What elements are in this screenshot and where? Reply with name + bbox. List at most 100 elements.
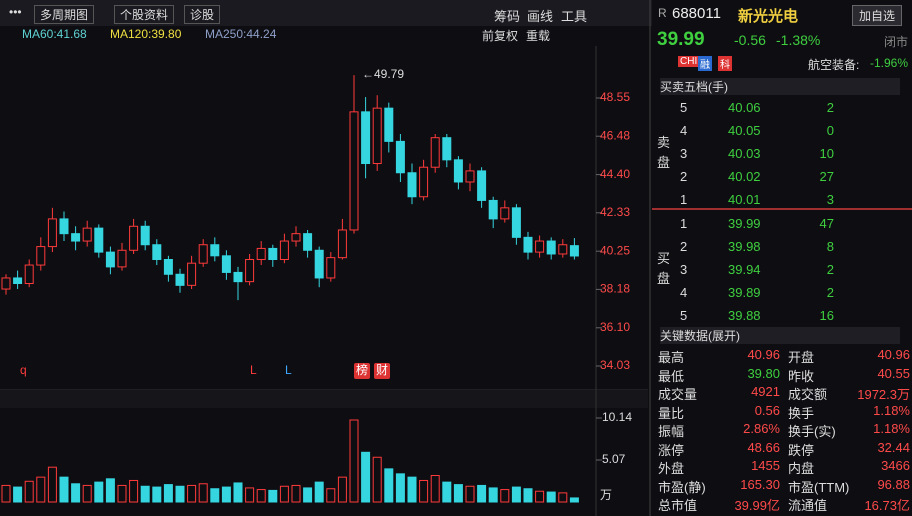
level-price: 40.03 [728, 146, 761, 161]
candle-body [535, 240, 545, 253]
key-label: 外盘 [658, 461, 685, 476]
vol-tick-label: 10.14 [602, 410, 632, 424]
volume-bar [268, 489, 278, 503]
volume-bar [523, 488, 533, 503]
candle-body [268, 247, 278, 261]
pct: -1.38% [776, 32, 821, 48]
volume-bar [279, 485, 289, 503]
candle-body [326, 257, 336, 279]
y-tick-label: 34.03 [600, 358, 630, 372]
candle-body [163, 259, 173, 275]
key-label: 昨收 [788, 368, 815, 384]
key-value: 39.99亿 [734, 498, 780, 513]
level-volume: 0 [826, 123, 834, 138]
toolbar-button[interactable]: 画线 [527, 9, 554, 24]
toolbar-button[interactable]: 筹码 [494, 9, 521, 24]
level: 2 [680, 169, 688, 184]
marker: q [20, 363, 27, 377]
key-value: 40.55 [877, 365, 910, 381]
key-value: 1.18% [873, 421, 910, 436]
y-tick-label: 38.18 [600, 282, 630, 296]
marker: 财 [376, 363, 388, 377]
volume-bar [395, 473, 405, 503]
candle-body [453, 159, 463, 183]
change: -0.56 [734, 32, 766, 48]
candle-body [47, 218, 57, 248]
candle-body [395, 140, 405, 174]
candle-body [407, 172, 417, 198]
volume-bar [558, 492, 568, 503]
candle-body [546, 240, 556, 255]
key-label: 市盈(TTM) [788, 479, 850, 495]
marker-box [374, 363, 390, 379]
key-value: 40.96 [877, 347, 910, 362]
volume-bar [569, 497, 579, 503]
volume-bar [13, 486, 23, 503]
key-value: 165.30 [740, 476, 780, 492]
candle-body [303, 233, 313, 251]
candle-body [105, 251, 115, 268]
key-label: 换手 [788, 405, 815, 421]
toolbar-button[interactable]: ••• [9, 5, 22, 19]
volume-bar [175, 485, 185, 503]
key-label: 最高 [658, 350, 685, 365]
candle-body [372, 107, 382, 165]
candle-body [59, 218, 69, 235]
key-value: 39.80 [747, 365, 780, 381]
marker: L [285, 363, 292, 377]
volume-bar [511, 486, 521, 503]
y-tick-label: 46.48 [600, 128, 630, 142]
candle-body [82, 227, 92, 242]
candle-body [488, 199, 498, 220]
key-value: 0.56 [754, 402, 780, 418]
ma-legend: MA120:39.80 [110, 27, 182, 41]
level: 4 [680, 123, 688, 138]
key-value: 48.66 [747, 439, 780, 455]
candle-body [291, 233, 301, 242]
chart-tool[interactable]: 重载 [526, 29, 551, 43]
toolbar-button[interactable]: 多周期图 [34, 5, 95, 24]
toolbar-button[interactable]: 个股资料 [114, 5, 175, 24]
candle-body [129, 225, 139, 251]
add-watch[interactable]: 加自选 [852, 5, 903, 26]
volume-bar [419, 479, 429, 503]
level: 2 [680, 239, 688, 254]
stock-code: 688011 [672, 5, 721, 22]
candle-body [442, 137, 452, 161]
volume-bar [361, 451, 371, 503]
volume-bar [221, 486, 231, 503]
key-label: 量比 [658, 405, 685, 421]
key-value: 1.18% [873, 402, 910, 418]
level-price: 39.88 [728, 308, 761, 323]
volume-bar [384, 468, 394, 503]
toolbar-button[interactable]: 诊股 [184, 5, 221, 24]
candle-body [36, 246, 46, 266]
volume-bar [500, 489, 510, 503]
level-price: 39.98 [728, 239, 761, 254]
y-tick-label: 44.40 [600, 167, 630, 181]
volume-bar [326, 488, 336, 503]
level-volume: 2 [826, 285, 834, 300]
volume-bar [256, 489, 266, 503]
chart-tool[interactable]: 前复权 [482, 29, 519, 43]
volume-bar [546, 491, 556, 503]
key-value: 1455 [751, 458, 780, 473]
candle-body [337, 229, 347, 259]
toolbar-button[interactable]: 工具 [561, 9, 588, 24]
candle-body [361, 111, 371, 165]
badge: 融 [698, 56, 712, 71]
separator [652, 208, 912, 210]
marker: 榜 [356, 362, 368, 377]
vol-tick-label: 5.07 [602, 452, 626, 466]
candle-body [500, 207, 510, 220]
toolbar-bg [0, 0, 652, 26]
candle-body [13, 277, 23, 284]
candle-body [465, 170, 475, 183]
volume-bar [94, 481, 104, 503]
level-price: 40.02 [728, 169, 761, 184]
badge: 科 [718, 56, 732, 71]
candle-body [233, 271, 243, 283]
side-label: 买盘 [657, 251, 671, 286]
volume-bar [47, 466, 57, 503]
